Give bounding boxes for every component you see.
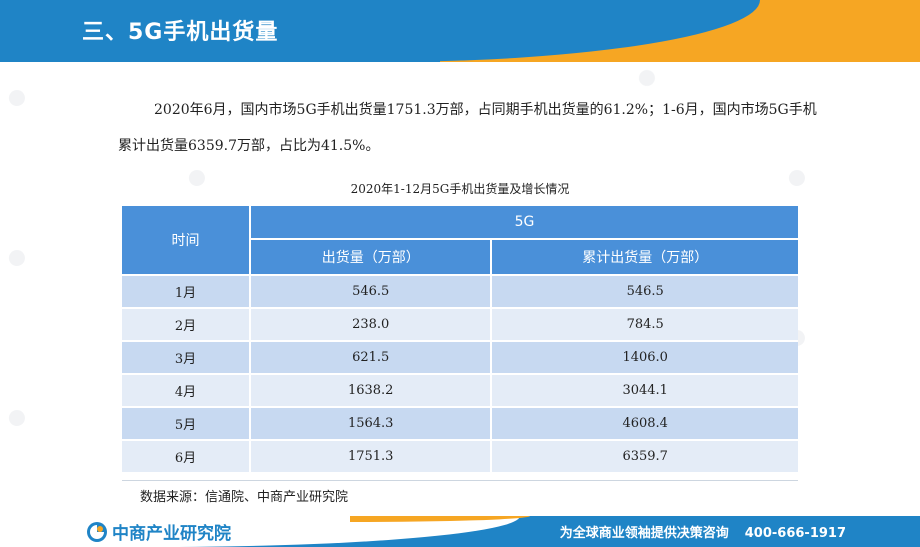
header-cumulative: 累计出货量（万部） <box>490 238 798 275</box>
cell-shipments: 1564.3 <box>248 406 492 440</box>
table-row: 5月 1564.3 4608.4 <box>122 406 798 440</box>
cell-cumulative: 546.5 <box>490 274 798 308</box>
cell-cumulative: 3044.1 <box>490 373 798 407</box>
cell-time: 4月 <box>122 373 250 407</box>
cell-cumulative: 4608.4 <box>490 406 798 440</box>
table-row: 1月 546.5 546.5 <box>122 274 798 308</box>
cell-cumulative: 1406.0 <box>490 340 798 374</box>
page-title: 三、5G手机出货量 <box>82 20 279 45</box>
table-row: 6月 1751.3 6359.7 <box>122 439 798 472</box>
header-time: 时间 <box>122 206 250 275</box>
table-row: 2月 238.0 784.5 <box>122 307 798 341</box>
cell-cumulative: 784.5 <box>490 307 798 341</box>
logo-icon <box>87 521 107 542</box>
table-row: 4月 1638.2 3044.1 <box>122 373 798 407</box>
cell-shipments: 1638.2 <box>248 373 492 407</box>
table-row: 3月 621.5 1406.0 <box>122 340 798 374</box>
cell-time: 1月 <box>122 274 250 308</box>
footer-contact: 为全球商业领袖提供决策咨询 400-666-1917 <box>560 522 846 541</box>
cell-time: 3月 <box>122 340 250 374</box>
cell-shipments: 621.5 <box>248 340 492 374</box>
footer-slogan: 为全球商业领袖提供决策咨询 <box>559 526 729 541</box>
header-5g-group: 5G <box>249 206 798 239</box>
company-logo: 中商产业研究院 <box>86 519 231 544</box>
header-band: 三、5G手机出货量 <box>0 0 920 62</box>
header-shipments: 出货量（万部） <box>248 238 492 275</box>
shipment-table: 时间 5G 出货量（万部） 累计出货量（万部） 1月 546.5 546.5 2… <box>122 206 798 472</box>
summary-paragraph: 2020年6月，国内市场5G手机出货量1751.3万部，占同期手机出货量的61.… <box>118 102 817 154</box>
footer-phone: 400-666-1917 <box>744 526 846 541</box>
cell-shipments: 1751.3 <box>248 439 492 472</box>
table-caption: 2020年1-12月5G手机出货量及增长情况 <box>350 182 570 196</box>
cell-shipments: 546.5 <box>248 274 492 308</box>
logo-text: 中商产业研究院 <box>112 524 231 544</box>
cell-time: 6月 <box>122 439 250 472</box>
cell-shipments: 238.0 <box>248 307 492 341</box>
cell-cumulative: 6359.7 <box>490 439 798 472</box>
data-source: 数据来源：信通院、中商产业研究院 <box>140 490 349 505</box>
cell-time: 5月 <box>122 406 250 440</box>
source-divider <box>122 480 798 481</box>
footer-orange-accent <box>350 516 530 522</box>
footer-band <box>0 516 920 547</box>
cell-time: 2月 <box>122 307 250 341</box>
